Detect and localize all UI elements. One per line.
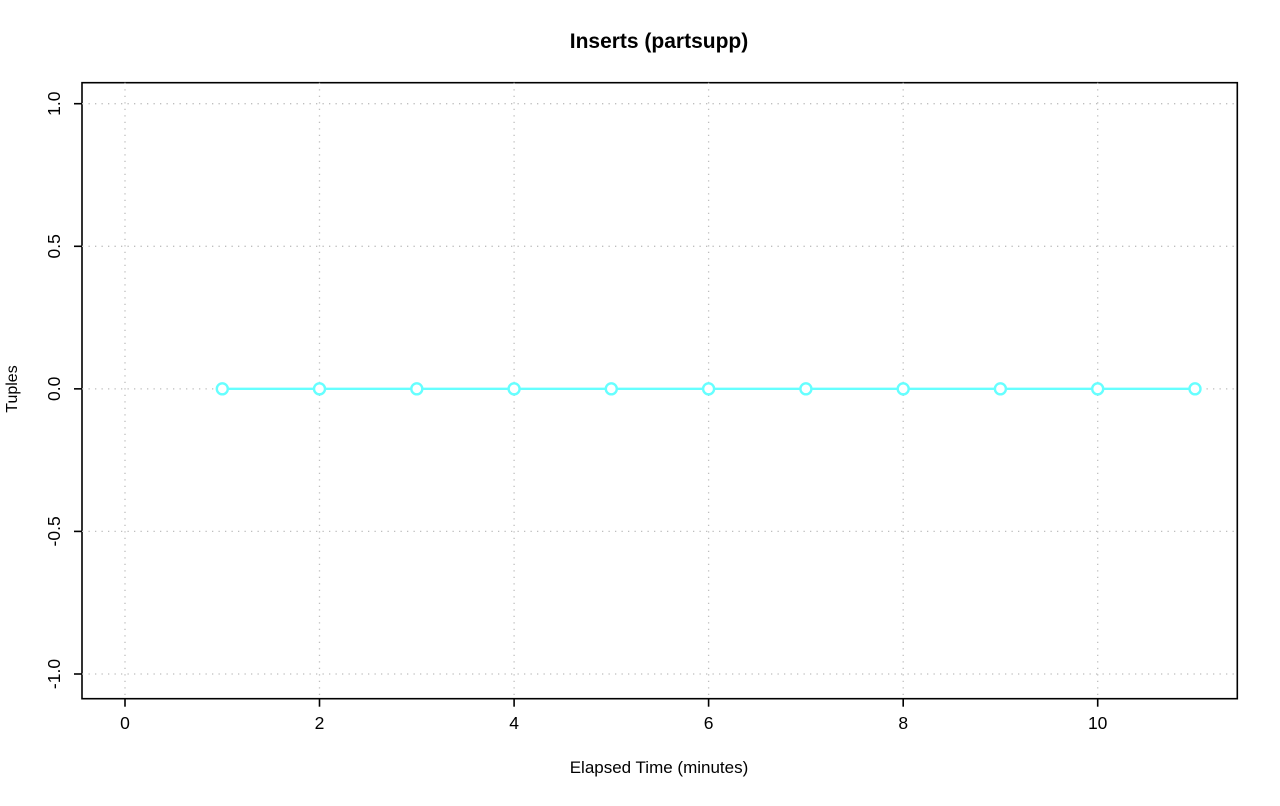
svg-text:Elapsed Time (minutes): Elapsed Time (minutes) [570,758,749,777]
svg-text:1.0: 1.0 [44,91,64,116]
svg-text:0.0: 0.0 [44,376,64,401]
svg-text:6: 6 [704,713,714,733]
svg-text:10: 10 [1088,713,1108,733]
svg-text:-1.0: -1.0 [44,659,64,689]
svg-text:2: 2 [315,713,325,733]
svg-text:4: 4 [509,713,519,733]
svg-text:0.5: 0.5 [44,234,64,258]
svg-text:Tuples: Tuples [4,365,21,412]
svg-text:8: 8 [898,713,908,733]
svg-text:-0.5: -0.5 [44,516,64,546]
svg-text:0: 0 [120,713,130,733]
svg-text:Inserts (partsupp): Inserts (partsupp) [570,30,749,53]
